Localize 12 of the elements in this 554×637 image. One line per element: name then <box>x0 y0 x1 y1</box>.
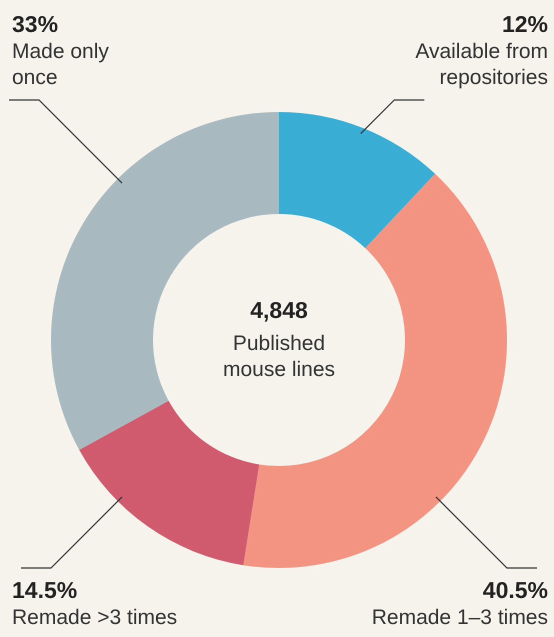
text: Published mouse lines <box>222 332 336 381</box>
slice-label: Remade 1–3 times <box>372 606 548 629</box>
slice-label: Available from repositories <box>415 40 548 89</box>
donut-slice <box>279 112 436 248</box>
donut-slice <box>79 400 260 566</box>
data-label: 40.5% <box>482 577 548 603</box>
slice-label: Remade >3 times <box>12 606 178 629</box>
data-label: 14.5% <box>12 577 78 603</box>
data-label: 33% <box>12 11 58 37</box>
data-label: 12% <box>502 11 548 37</box>
text: 4,848 <box>250 297 308 323</box>
slice-label: Made only once <box>12 40 110 89</box>
